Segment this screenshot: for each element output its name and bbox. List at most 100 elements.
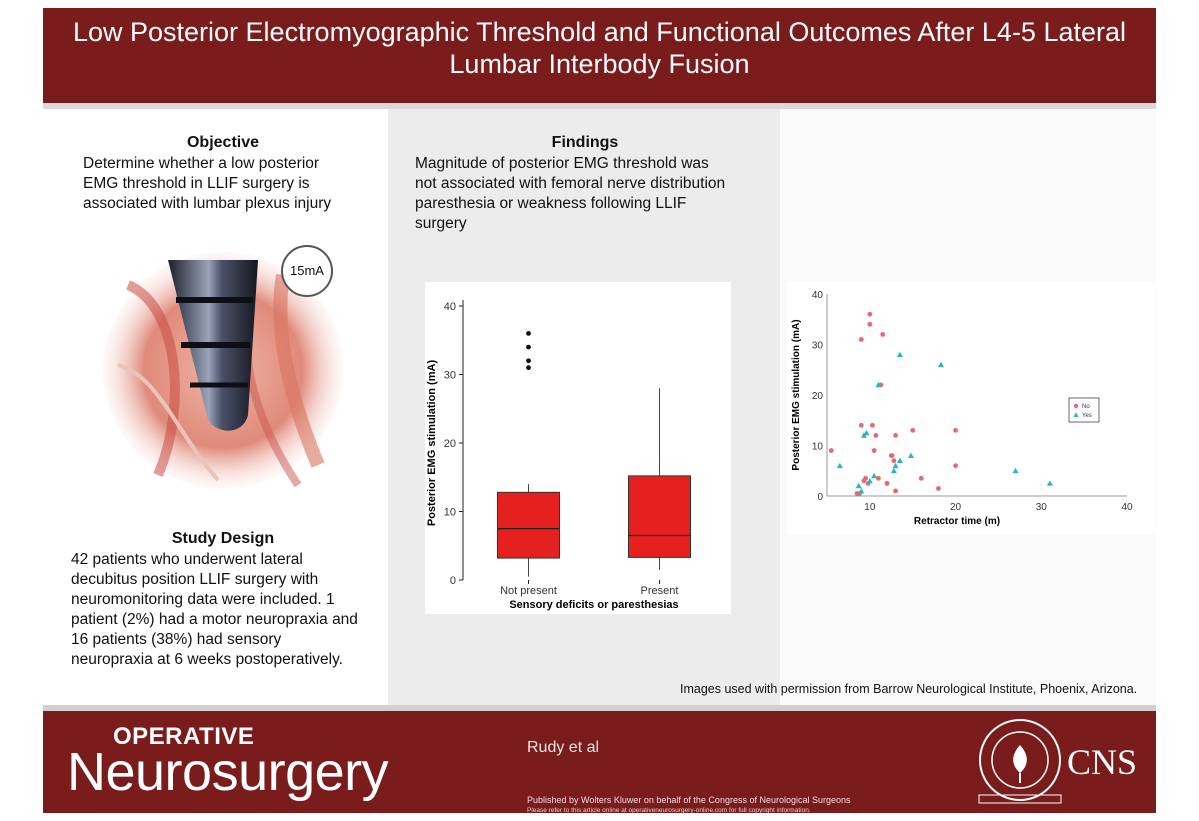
scatter-point-no [867, 311, 873, 317]
scatter-point-no [858, 422, 864, 428]
objective-line: Determine whether a low posterior [83, 155, 320, 172]
y-tick-label: 20 [812, 391, 824, 402]
legend-label-yes: Yes [1082, 413, 1092, 419]
scatter-point-yes [1046, 480, 1053, 486]
scatter-point-no [918, 475, 924, 481]
findings-line: paresthesia or weakness following LLIF [415, 195, 687, 212]
objective-body: Determine whether a low posterior EMG th… [83, 154, 331, 214]
scatter-point-yes [836, 462, 843, 469]
poster-header: Low Posterior Electromyographic Threshol… [43, 8, 1156, 103]
boxplot-panel: 0 10 20 30 40 Posterior EMG stimulation (mA) N… [425, 282, 731, 614]
scatter-point-no [880, 332, 886, 337]
study-design-line: neuromonitoring data were included. 1 [71, 591, 335, 608]
y-tick-label: 30 [812, 341, 824, 352]
scatter-point-no [871, 448, 877, 453]
outlier-point [526, 358, 531, 364]
y-tick-label: 10 [812, 442, 824, 453]
findings-line: surgery [415, 215, 467, 232]
scatter-point-no [858, 337, 864, 342]
scatter-point-yes [890, 467, 897, 474]
y-tick-label: 20 [444, 438, 456, 450]
title-line-1: Low Posterior Electromyographic Threshol… [72, 17, 1127, 47]
scatter-point-no [884, 480, 890, 486]
x-tick-label: 10 [864, 502, 876, 513]
x-tick-label: Present [641, 585, 679, 597]
author-credit: Rudy et al [527, 739, 600, 756]
y-tick-label: 0 [450, 575, 456, 587]
outlier-point [526, 331, 531, 336]
x-axis-label: Sensory deficits or paresthesias [509, 599, 678, 611]
scatter-point-no [828, 448, 834, 453]
outlier-point [526, 344, 531, 350]
y-tick-label: 40 [444, 301, 456, 313]
scatter-panel: 0 10 20 30 40 10 20 30 40 Posterior EMG stimulati… [787, 282, 1155, 534]
study-design-line: decubitus position LLIF surgery with [71, 571, 319, 588]
y-axis-label: Posterior EMG stimulation (mA) [791, 319, 802, 470]
scatter-point-no [876, 475, 881, 481]
image-credit: Images used with permission from Barrow … [680, 682, 1138, 696]
legend-label-no: No [1082, 404, 1090, 410]
header-divider [43, 103, 1156, 109]
scatter-point-yes [896, 457, 903, 464]
scatter-point-no [953, 427, 958, 433]
findings-body: Magnitude of posterior EMG threshold was… [415, 154, 725, 234]
cns-seal-logo [978, 719, 1062, 804]
objective-line: associated with lumbar plexus injury [83, 195, 332, 212]
study-design-body: 42 patients who underwent lateral decubi… [71, 550, 358, 670]
objective-title: Objective [186, 134, 260, 151]
scatter-point-yes [1012, 467, 1019, 474]
scatter-point-no [893, 488, 898, 494]
study-design-line: neuropraxia at 6 weeks postoperatively. [71, 651, 343, 668]
scatter-point-yes [858, 487, 865, 494]
scatter-point-no [867, 321, 873, 327]
scatter-point-yes [938, 361, 944, 368]
journal-brand-main: Neurosurgery [67, 742, 389, 802]
cns-wordmark: CNS [1067, 742, 1138, 782]
study-design-line: patient (2%) had a motor neuropraxia and [71, 611, 358, 628]
objective-line: EMG threshold in LLIF surgery is [83, 175, 310, 192]
poster-footer: OPERATIVE Neurosurgery Rudy et al Publis… [43, 711, 1156, 814]
findings-line: not associated with femoral nerve distri… [415, 175, 726, 192]
study-design-line: 42 patients who underwent lateral [71, 551, 303, 568]
x-tick-label: 30 [1036, 502, 1048, 513]
y-tick-label: 40 [812, 290, 824, 301]
y-tick-label: 30 [444, 370, 456, 382]
study-design-line: 16 patients (38%) had sensory [71, 631, 282, 648]
y-tick-label: 10 [444, 507, 456, 519]
scatter-point-no [893, 433, 898, 438]
scatter-point-yes [892, 462, 899, 469]
x-tick-label: 40 [1121, 502, 1133, 513]
legend-marker-yes [1073, 412, 1079, 417]
scatter-point-no [863, 475, 868, 481]
scatter-point-no [910, 427, 916, 433]
scatter-point-no [889, 453, 895, 458]
footer-divider [43, 705, 1156, 711]
scatter-point-no [891, 458, 897, 464]
legend: No Yes [1068, 397, 1100, 423]
journal-brand-top: OPERATIVE [113, 723, 255, 750]
publisher-line: Published by Wolters Kluwer on behalf of… [527, 795, 851, 805]
title-line-2: Lumbar Interbody Fusion [449, 49, 750, 79]
study-design-title: Study Design [171, 530, 275, 547]
x-tick-label: 20 [950, 502, 962, 513]
scatter-point-no [870, 422, 875, 428]
boxplot-chart: 0 10 20 30 40 Posterior EMG stimulation (mA) N… [426, 300, 691, 611]
y-tick-label: 0 [817, 492, 823, 503]
findings-line: Magnitude of posterior EMG threshold was [415, 155, 709, 172]
scatter-point-yes [896, 351, 903, 357]
box-0 [497, 491, 560, 559]
scatter-point-no [873, 433, 879, 438]
scatter-point-yes [863, 429, 870, 436]
legend-marker-no [1073, 403, 1079, 409]
retractor-illustration [103, 252, 343, 488]
scatter-point-no [953, 463, 958, 469]
y-axis-label: Posterior EMG stimulation (mA) [426, 360, 438, 527]
scatter-point-yes [866, 477, 873, 484]
stimulation-badge: 15mA [281, 245, 333, 297]
findings-title: Findings [551, 134, 619, 151]
outlier-point [526, 365, 531, 371]
x-tick-label: Not present [500, 585, 557, 597]
scatter-chart: 0 10 20 30 40 10 20 30 40 Posterior EMG stimulati… [791, 290, 1133, 527]
scatter-point-yes [908, 452, 914, 458]
scatter-point-no [936, 486, 941, 491]
